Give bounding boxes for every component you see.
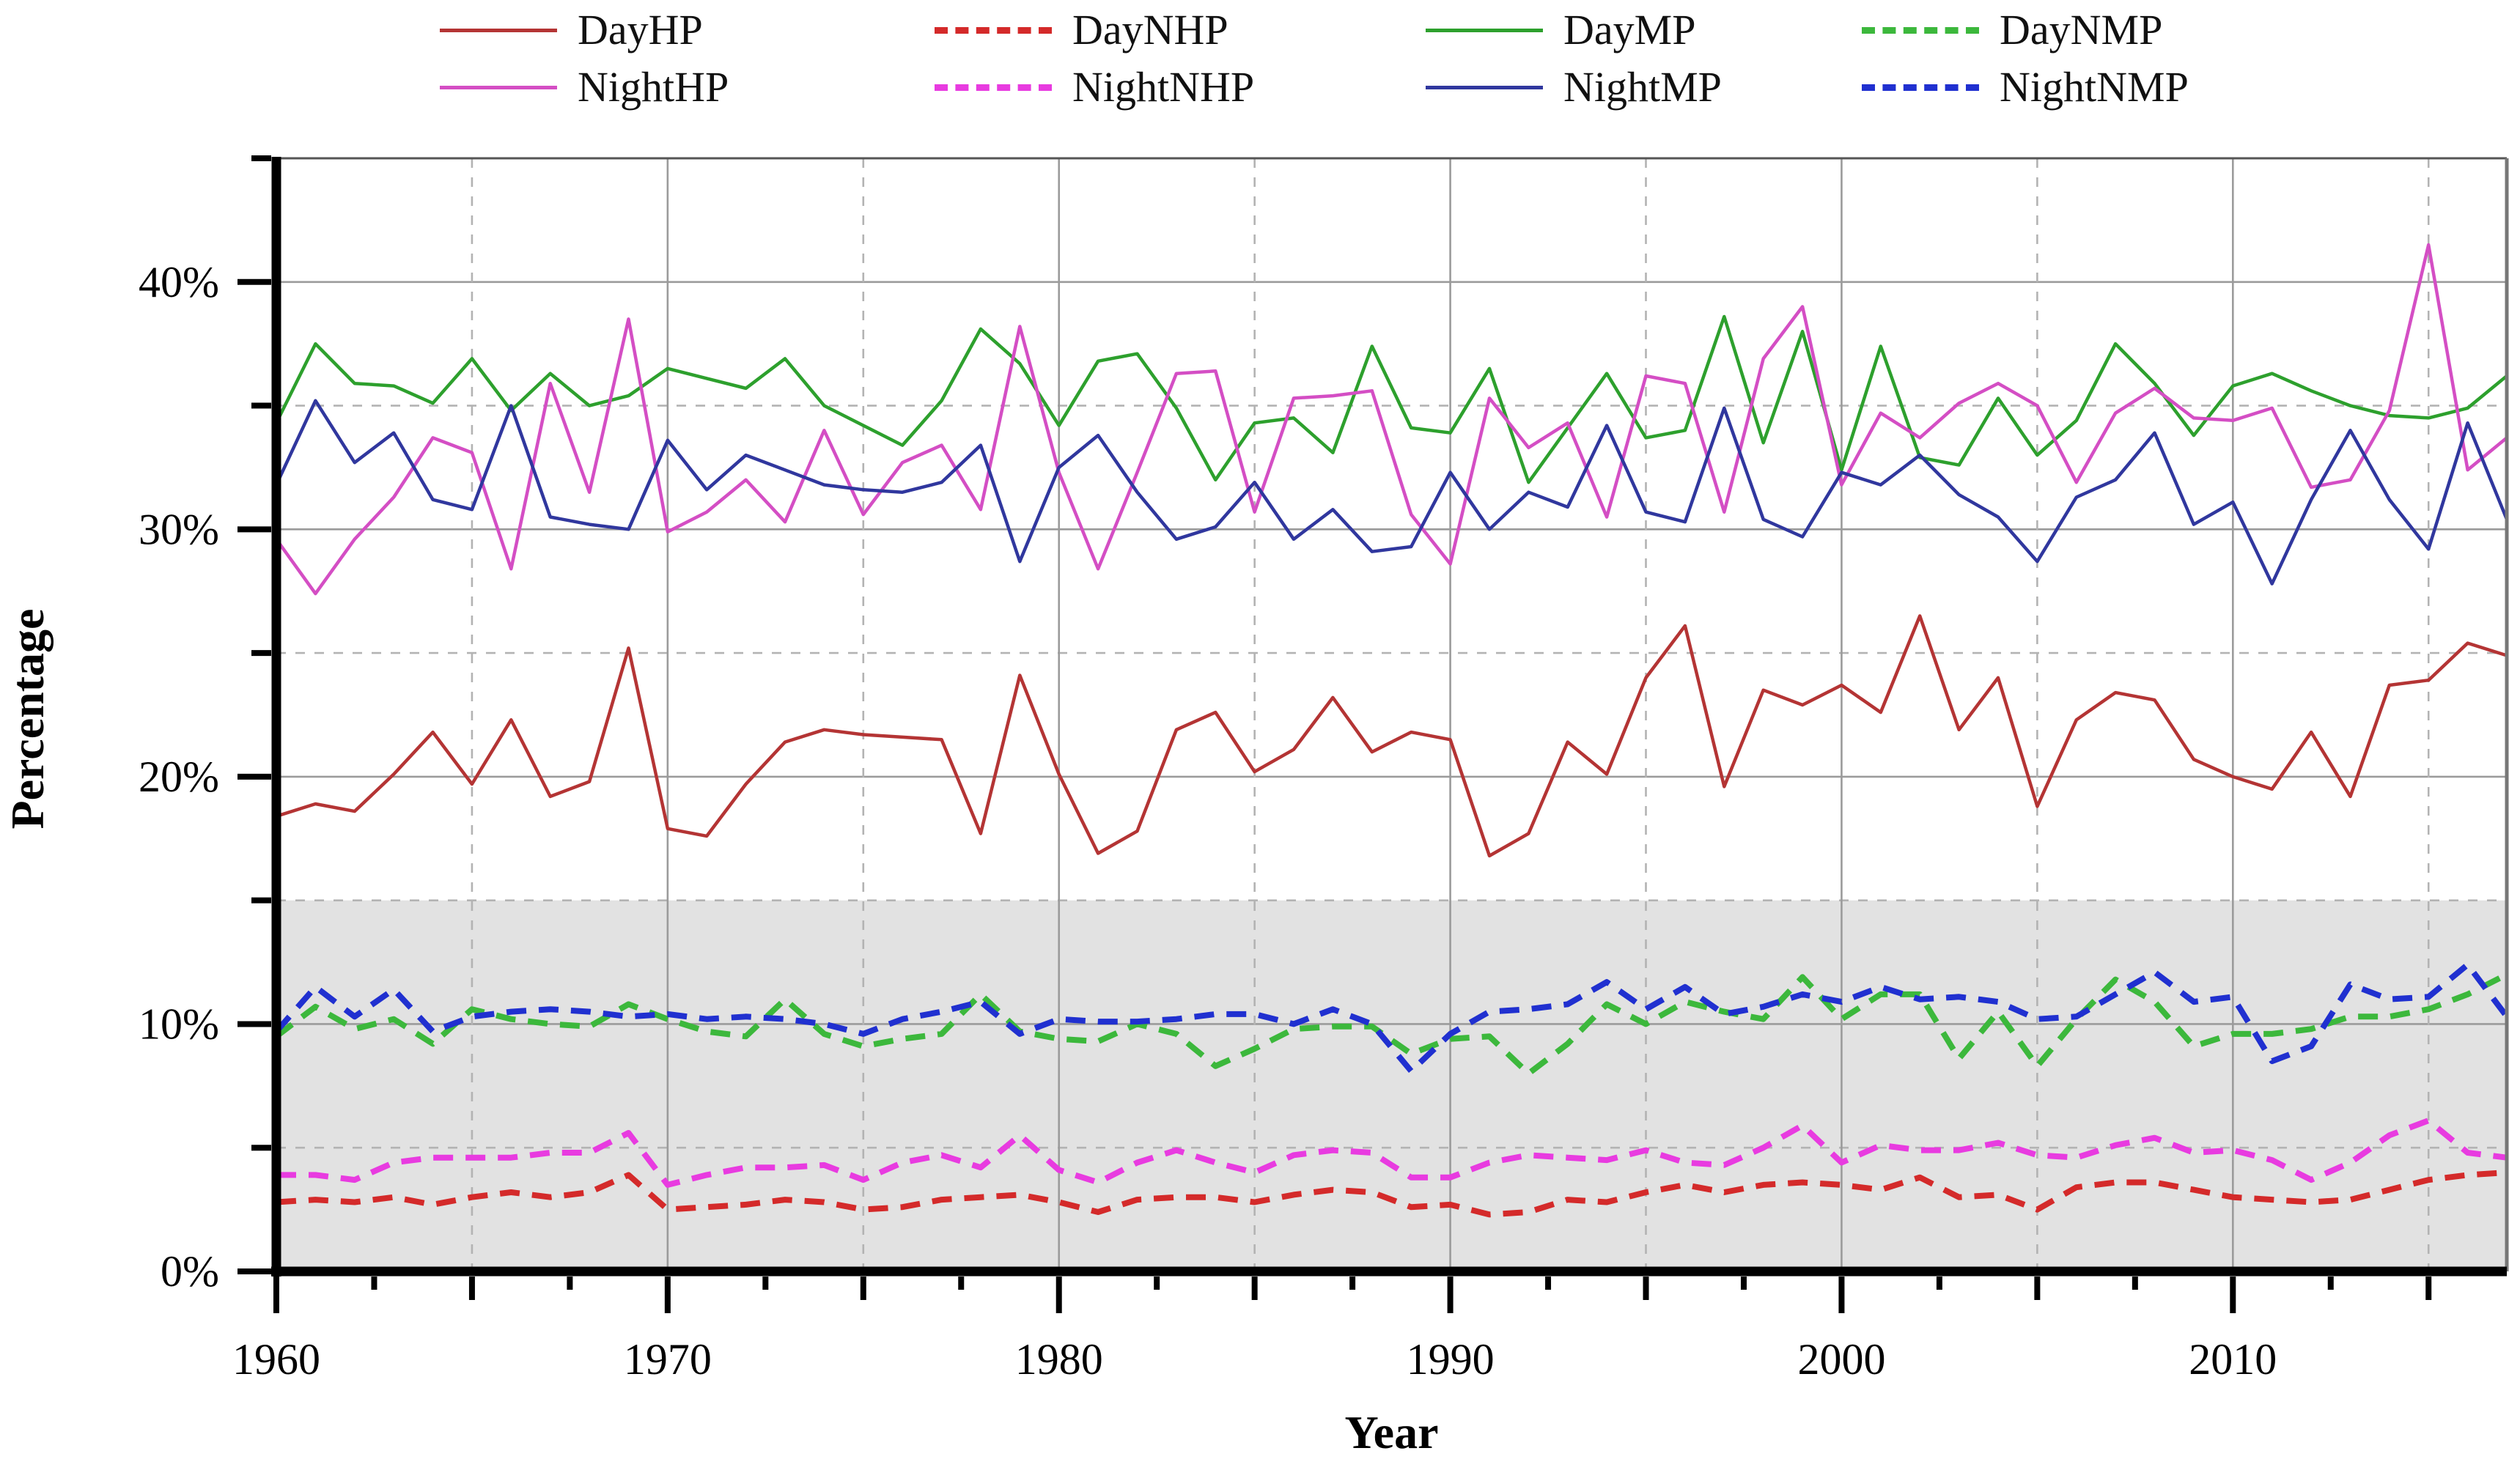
daynmp-line-swatch	[1862, 26, 1979, 34]
legend-item-nightnmp: NightNMP	[1862, 64, 2463, 110]
x-tick-label: 1960	[232, 1335, 320, 1384]
legend-label: NightNMP	[2000, 63, 2189, 111]
dayhp-line-swatch	[440, 28, 557, 32]
nightmp-line-swatch	[1426, 85, 1543, 89]
shaded-band	[276, 900, 2507, 1271]
legend-item-daynhp: DayNHP	[935, 7, 1426, 53]
legend-item-nighthp: NightHP	[440, 64, 935, 110]
legend-label: DayHP	[578, 6, 703, 53]
legend-label: NightMP	[1563, 63, 1722, 111]
series-nightmp	[274, 399, 2509, 586]
legend-item-daymp: DayMP	[1426, 7, 1862, 53]
x-tick-label: 2010	[2189, 1335, 2277, 1384]
y-tick-label: 30%	[139, 505, 219, 553]
legend: DayHP DayNHP DayMP DayNMP NightHP NightN…	[440, 7, 2463, 110]
legend-item-daynmp: DayNMP	[1862, 7, 2463, 53]
y-axis-title: Percentage	[1, 608, 54, 830]
legend-item-nightmp: NightMP	[1426, 64, 1862, 110]
series-daynmp	[274, 972, 2508, 1076]
nightnhp-line-swatch	[935, 84, 1052, 91]
series-nighthp	[275, 243, 2508, 596]
series-nightnhp	[276, 1118, 2508, 1188]
x-tick-label: 1980	[1015, 1335, 1103, 1384]
series-daynhp	[276, 1170, 2508, 1218]
nightnmp-line-swatch	[1862, 84, 1979, 91]
legend-label: DayNMP	[2000, 6, 2163, 53]
y-tick-label: 10%	[139, 1000, 219, 1048]
y-tick-label: 40%	[139, 258, 219, 306]
series-daymp	[274, 314, 2508, 484]
x-tick-label: 1970	[624, 1335, 712, 1384]
x-tick-label: 2000	[1797, 1335, 1885, 1384]
x-axis-title: Year	[1344, 1406, 1439, 1458]
series-nightnmp	[273, 961, 2510, 1074]
y-tick-label: 20%	[139, 753, 219, 801]
legend-item-dayhp: DayHP	[440, 7, 935, 53]
x-tick-label: 1990	[1407, 1335, 1495, 1384]
legend-item-nightnhp: NightNHP	[935, 64, 1426, 110]
nighthp-line-swatch	[440, 85, 557, 89]
legend-label: DayMP	[1563, 6, 1696, 53]
legend-label: NightNHP	[1072, 63, 1255, 111]
legend-label: NightHP	[578, 63, 729, 111]
series-dayhp	[276, 614, 2508, 858]
daynhp-line-swatch	[935, 26, 1052, 34]
y-tick-label: 0%	[161, 1247, 219, 1296]
daymp-line-swatch	[1426, 28, 1543, 32]
legend-label: DayNHP	[1072, 6, 1228, 53]
